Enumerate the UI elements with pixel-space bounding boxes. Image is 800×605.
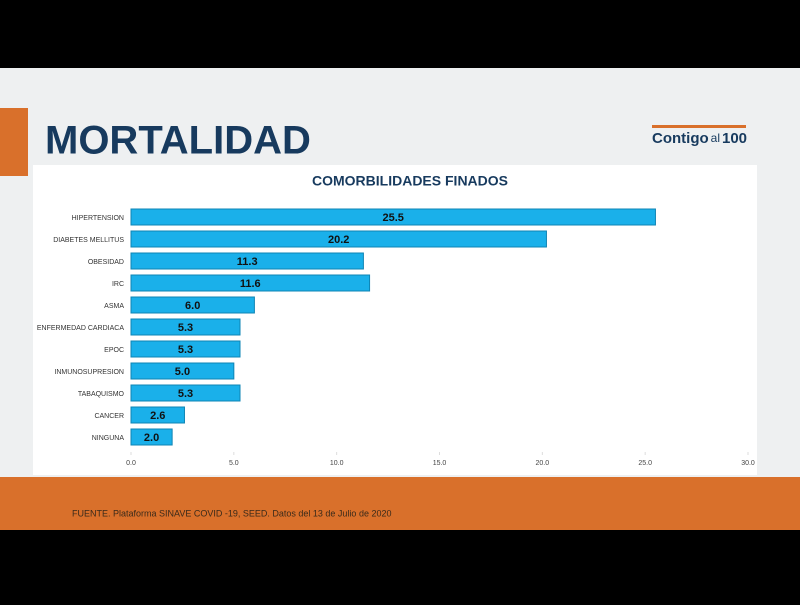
data-label: 2.6: [150, 410, 165, 422]
data-label: 20.2: [328, 234, 349, 246]
data-label: 2.0: [144, 432, 159, 444]
bar: [130, 318, 241, 336]
x-tick-label: 25.0: [638, 460, 652, 467]
orange-tab: [0, 108, 28, 176]
y-tick-label: HIPERTENSION: [72, 215, 124, 222]
bar: [130, 384, 241, 402]
data-label: 11.6: [240, 278, 261, 290]
bar: [130, 362, 235, 380]
y-tick-label: IRC: [112, 281, 124, 288]
data-label: 6.0: [185, 300, 200, 312]
data-label: 11.3: [237, 256, 258, 268]
bar: [130, 428, 173, 446]
logo-number: 100: [722, 130, 747, 147]
data-label: 5.0: [175, 366, 190, 378]
logo-word: Contigo: [652, 130, 709, 147]
x-tick-label: 10.0: [330, 460, 344, 467]
y-tick-label: EPOC: [104, 347, 124, 354]
bar: [130, 230, 547, 248]
logo-stripe: [652, 125, 746, 128]
logo-small: al: [711, 131, 720, 145]
footer-band: [0, 477, 800, 530]
x-tick-label: 20.0: [536, 460, 550, 467]
y-tick-label: ASMA: [104, 303, 124, 310]
logo: Contigo al 100: [652, 130, 747, 147]
y-tick-label: CANCER: [94, 413, 124, 420]
x-tick-label: 30.0: [741, 460, 755, 467]
bar: [130, 208, 656, 226]
data-label: 25.5: [383, 212, 404, 224]
source-note: FUENTE. Plataforma SINAVE COVID -19, SEE…: [72, 508, 391, 518]
bar: [130, 252, 364, 270]
data-label: 5.3: [178, 322, 193, 334]
y-tick-label: NINGUNA: [92, 435, 125, 442]
y-tick-label: OBESIDAD: [88, 259, 124, 266]
data-label: 5.3: [178, 388, 193, 400]
bar: [130, 296, 255, 314]
x-tick-label: 0.0: [126, 460, 136, 467]
bar: [130, 406, 185, 424]
x-tick-label: 5.0: [229, 460, 239, 467]
y-tick-label: INMUNOSUPRESION: [54, 369, 124, 376]
x-tick-label: 15.0: [433, 460, 447, 467]
y-tick-label: ENFERMEDAD CARDIACA: [37, 325, 124, 332]
bar: [130, 274, 371, 292]
y-tick-label: TABAQUISMO: [78, 391, 125, 398]
slide-title: MORTALIDAD: [45, 119, 311, 163]
y-tick-label: DIABETES MELLITUS: [53, 237, 124, 244]
bar: [130, 340, 241, 358]
data-label: 5.3: [178, 344, 193, 356]
chart-title: COMORBILIDADES FINADOS: [312, 173, 508, 189]
